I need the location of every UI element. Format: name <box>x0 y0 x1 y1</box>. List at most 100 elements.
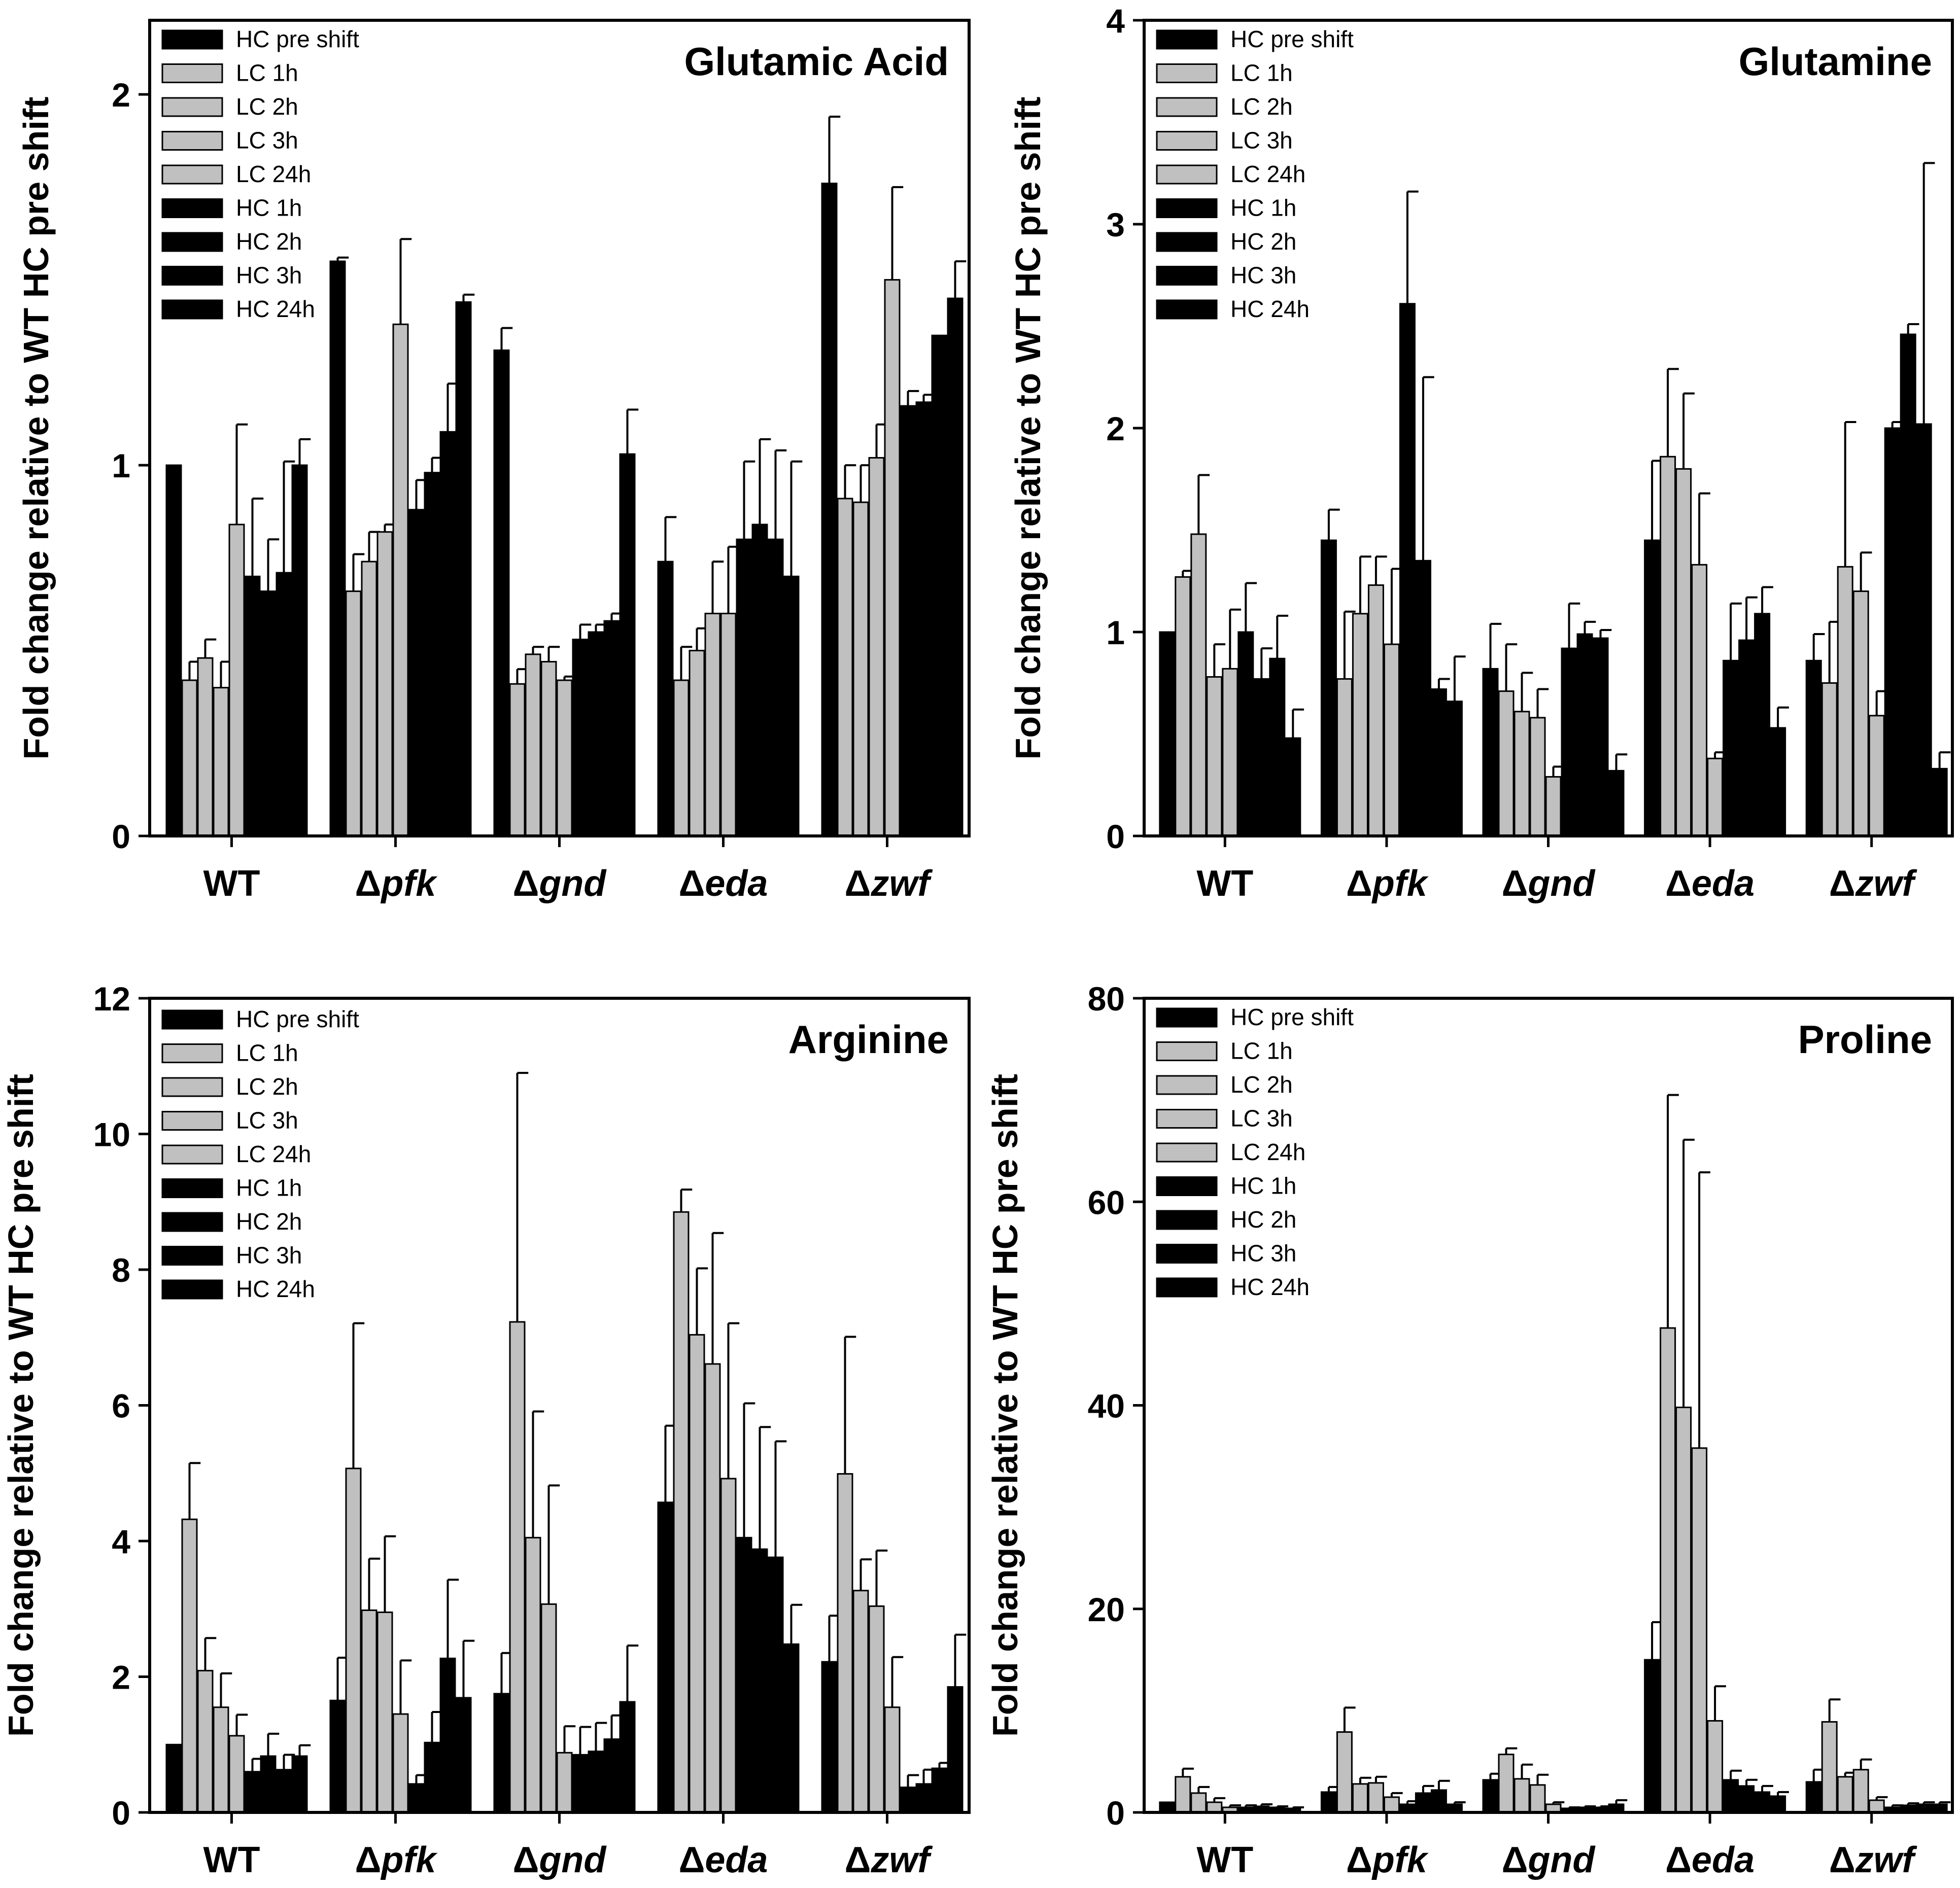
legend-label: HC 2h <box>1230 228 1296 255</box>
legend-label: HC 1h <box>236 195 302 221</box>
x-category-label: Δpfk <box>355 863 438 904</box>
y-tick-label: 0 <box>112 1794 130 1832</box>
legend-swatch <box>1156 97 1218 117</box>
legend-label: LC 3h <box>1230 127 1293 154</box>
legend-swatch <box>161 1043 223 1063</box>
bar <box>837 498 853 837</box>
legend-swatch <box>1156 198 1218 218</box>
bar <box>1660 1327 1676 1813</box>
bar <box>493 1693 510 1813</box>
panel-glutamine: 0 1 2 3 4 WT Δpfk Δgnd Δeda Δzwf Fold change relat… <box>1008 2 1954 904</box>
y-tick-label: 4 <box>1106 2 1125 40</box>
bar <box>424 472 440 837</box>
bar <box>1159 1801 1176 1813</box>
bar <box>900 405 916 837</box>
legend-label: LC 1h <box>236 1040 298 1066</box>
bar <box>424 1741 440 1813</box>
legend-swatch <box>161 299 223 320</box>
legend-swatch <box>1156 131 1218 151</box>
legend-swatch <box>161 232 223 252</box>
bar <box>345 1467 362 1813</box>
bar <box>673 1211 690 1813</box>
bar <box>361 561 377 837</box>
x-category-label: WT <box>203 863 260 904</box>
legend-swatch <box>1156 299 1218 320</box>
bar <box>493 349 510 837</box>
legend-swatch <box>161 164 223 185</box>
bar <box>1738 1785 1755 1813</box>
bar <box>1498 690 1515 837</box>
panel-glutamic-acid: 0 1 2 WT Δpfk Δgnd Δeda Δzwf Fold change relativ… <box>16 19 971 904</box>
bar <box>1770 1795 1786 1813</box>
x-category-label: Δpfk <box>1346 1840 1429 1880</box>
bar <box>884 1706 901 1813</box>
x-category-label: Δzwf <box>1829 863 1917 904</box>
legend-label: LC 3h <box>236 127 298 154</box>
bar <box>852 501 869 837</box>
legend-label: HC 1h <box>236 1175 302 1201</box>
panel-proline: 0 20 40 60 80 WT Δpfk Δgnd Δeda Δzwf Fold change r… <box>985 980 1954 1880</box>
bar <box>1723 1779 1739 1813</box>
bar <box>1576 633 1593 837</box>
bar <box>1399 303 1416 837</box>
legend-swatch <box>161 1144 223 1165</box>
bar <box>736 538 752 837</box>
legend-label: LC 1h <box>1230 1038 1293 1064</box>
legend-swatch <box>161 29 223 50</box>
bar <box>1415 1792 1431 1813</box>
bar <box>1545 776 1562 837</box>
bar <box>657 561 674 837</box>
bar <box>1320 1791 1337 1813</box>
bar <box>408 1783 425 1813</box>
legend-swatch <box>161 266 223 286</box>
bar <box>1529 1784 1546 1813</box>
bar <box>1915 423 1932 837</box>
bar <box>1430 1789 1447 1813</box>
bar <box>1608 770 1625 837</box>
legend-swatch <box>161 1178 223 1198</box>
bar <box>1868 1799 1885 1813</box>
chart-title: Arginine <box>788 1017 949 1062</box>
bar <box>1237 631 1254 837</box>
bar <box>1383 643 1400 837</box>
bar <box>197 657 214 837</box>
legend-label: LC 2h <box>236 93 298 120</box>
legend-label: HC 24h <box>236 296 315 322</box>
bar <box>1367 584 1384 837</box>
x-category-label: Δeda <box>679 863 768 904</box>
bar <box>572 639 589 837</box>
legend-label: HC 2h <box>1230 1206 1296 1233</box>
bar <box>509 683 526 837</box>
legend-label: HC 24h <box>1230 1274 1310 1300</box>
bar <box>689 650 705 837</box>
legend-swatch <box>1156 63 1218 83</box>
legend-swatch <box>1156 232 1218 252</box>
bar <box>1415 560 1431 837</box>
bar <box>572 1754 589 1813</box>
y-axis-label: Fold change relative to WT HC pre shift <box>985 1074 1025 1737</box>
bar <box>603 620 620 837</box>
bar <box>1852 1769 1869 1813</box>
bar <box>1805 1781 1822 1813</box>
legend-label: LC 24h <box>1230 161 1305 187</box>
bar <box>228 523 245 837</box>
bar <box>228 1735 245 1813</box>
chart-title: Glutamine <box>1739 39 1932 84</box>
bar <box>1430 688 1447 837</box>
legend-label: HC 3h <box>236 1242 302 1269</box>
bar <box>603 1738 620 1813</box>
legend-label: LC 1h <box>236 60 298 86</box>
bar <box>361 1609 377 1813</box>
bar <box>329 260 346 837</box>
bar <box>947 297 964 837</box>
y-axis-label: Fold change relative to WT HC pre shift <box>1 1074 41 1737</box>
legend-swatch <box>161 1212 223 1232</box>
legend-swatch <box>161 1077 223 1097</box>
legend-label: LC 24h <box>236 161 311 187</box>
legend-swatch <box>161 131 223 151</box>
legend-swatch <box>161 1279 223 1300</box>
bar <box>1482 1779 1499 1813</box>
bar <box>1821 682 1838 837</box>
y-axis-label: Fold change relative to WT HC pre shift <box>1008 97 1048 760</box>
